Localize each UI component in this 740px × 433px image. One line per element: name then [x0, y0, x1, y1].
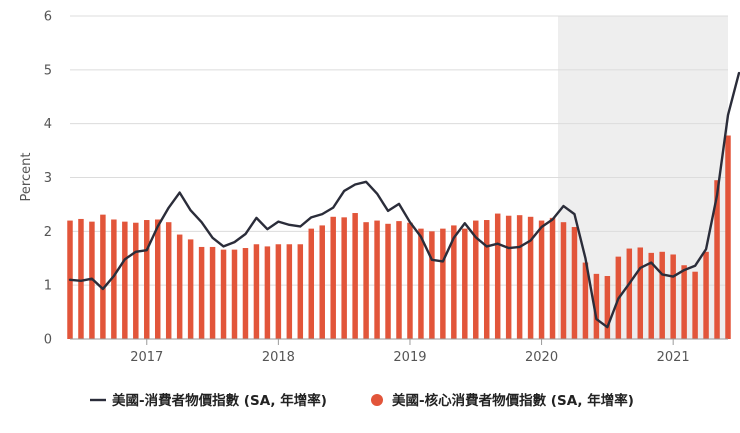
bar: [352, 213, 358, 339]
y-tick-labels: 0 1 2 3 4 5 6: [44, 10, 52, 348]
y-tick-label: 6: [44, 10, 52, 25]
legend-item-line[interactable]: 美國-消費者物價指數 (SA, 年增率): [90, 392, 327, 409]
bar: [286, 244, 293, 339]
bar: [483, 220, 490, 339]
x-tick-label: 2020: [525, 350, 558, 365]
bar: [538, 220, 545, 339]
bar: [144, 220, 150, 339]
bar: [703, 251, 709, 339]
y-tick-label: 4: [44, 117, 52, 132]
bar: [440, 228, 446, 339]
bar-series: [67, 135, 731, 339]
x-tick-label: 2021: [657, 350, 690, 365]
bar: [451, 225, 457, 339]
bar: [319, 225, 325, 339]
bar: [692, 271, 698, 339]
bar: [297, 244, 304, 339]
bar: [396, 221, 402, 339]
x-tick-label: 2018: [262, 350, 295, 365]
bar: [593, 273, 600, 339]
bar: [264, 246, 271, 339]
bar: [154, 219, 161, 339]
bar: [122, 221, 128, 339]
bar: [418, 228, 424, 339]
x-tick-label: 2019: [393, 350, 426, 365]
bar: [604, 276, 611, 339]
bar: [133, 222, 139, 339]
bar: [242, 248, 249, 339]
bar: [100, 214, 106, 339]
line-series: [68, 71, 740, 329]
bar: [659, 251, 665, 339]
bar: [681, 265, 687, 339]
bar: [165, 222, 172, 339]
bar: [385, 223, 391, 339]
bar: [626, 248, 633, 339]
legend: 美國-消費者物價指數 (SA, 年增率) 美國-核心消費者物價指數 (SA, 年…: [90, 392, 634, 409]
bar: [637, 247, 644, 339]
bar: [231, 249, 238, 339]
y-axis-title: Percent: [19, 153, 34, 202]
bar: [176, 234, 183, 339]
bar: [725, 135, 731, 339]
bar: [341, 217, 347, 339]
bar: [407, 222, 413, 339]
bar: [670, 254, 676, 339]
bar: [78, 218, 84, 339]
bar: [253, 244, 260, 339]
x-tick-labels: 2017 2018 2019 2020 2021: [130, 339, 690, 365]
y-tick-label: 2: [44, 225, 52, 240]
bar: [374, 220, 380, 339]
legend-line-label: 美國-消費者物價指數 (SA, 年增率): [112, 392, 327, 409]
bar: [462, 228, 468, 339]
bar: [330, 216, 336, 339]
bar: [220, 249, 227, 339]
bar: [714, 180, 720, 339]
legend-bar-swatch: [371, 394, 383, 406]
bar: [527, 216, 534, 339]
legend-bar-label: 美國-核心消費者物價指數 (SA, 年增率): [392, 392, 634, 409]
bar: [560, 222, 567, 339]
bar: [111, 219, 117, 339]
bar: [571, 227, 578, 339]
bar: [582, 262, 589, 339]
bar: [494, 213, 501, 339]
y-tick-label: 0: [44, 333, 52, 348]
bar: [429, 231, 435, 339]
bar: [198, 246, 205, 339]
y-tick-label: 1: [44, 279, 52, 294]
y-tick-label: 5: [44, 63, 52, 78]
bar: [187, 239, 194, 339]
bar: [308, 228, 315, 339]
bar: [505, 215, 512, 339]
y-tick-label: 3: [44, 171, 52, 186]
bar: [209, 246, 216, 339]
bar: [275, 244, 282, 339]
legend-item-bar[interactable]: 美國-核心消費者物價指數 (SA, 年增率): [371, 392, 634, 409]
bar: [516, 215, 523, 339]
x-tick-label: 2017: [130, 350, 163, 365]
bar: [363, 222, 369, 339]
bar: [549, 217, 556, 339]
bar: [648, 252, 654, 339]
bar: [473, 220, 479, 339]
